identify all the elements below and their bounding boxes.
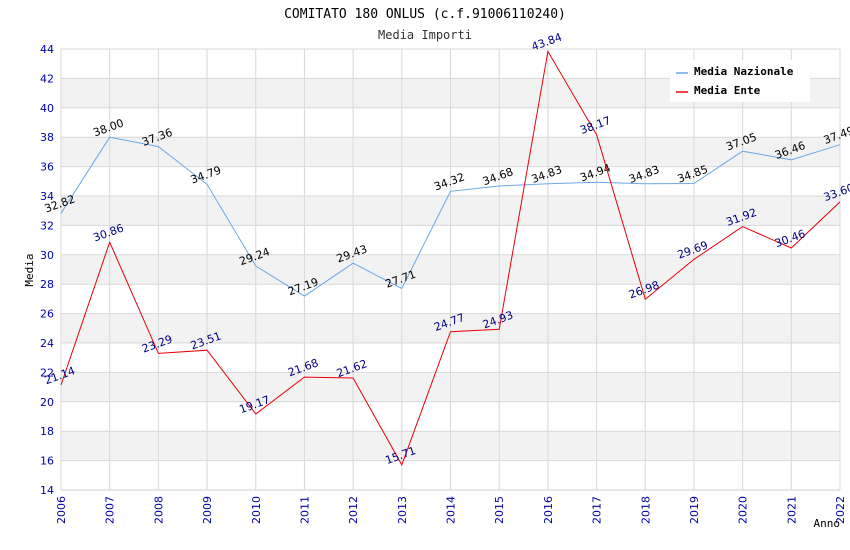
chart-subtitle: Media Importi bbox=[378, 28, 472, 42]
y-tick-label: 34 bbox=[40, 190, 54, 203]
y-tick-label: 42 bbox=[40, 72, 54, 85]
x-tick-label: 2017 bbox=[591, 496, 604, 524]
x-tick-label: 2022 bbox=[834, 496, 847, 524]
legend: Media Nazionale Media Ente bbox=[670, 60, 810, 102]
data-label: 38.00 bbox=[91, 116, 125, 139]
y-tick-label: 14 bbox=[40, 484, 54, 497]
x-tick-label: 2015 bbox=[493, 496, 506, 524]
x-tick-label: 2014 bbox=[445, 496, 458, 524]
y-tick-label: 22 bbox=[40, 366, 54, 379]
y-tick-label: 28 bbox=[40, 278, 54, 291]
y-tick-label: 18 bbox=[40, 425, 54, 438]
series-line-media-ente bbox=[60, 49, 841, 467]
data-label: 43.84 bbox=[530, 31, 564, 54]
y-axis-ticks: 14 16 18 20 22 24 26 28 30 32 34 36 38 40 42 44 bbox=[40, 43, 54, 497]
x-tick-label: 2010 bbox=[250, 496, 263, 524]
y-tick-label: 32 bbox=[40, 219, 54, 232]
x-tick-label: 2011 bbox=[298, 496, 311, 524]
legend-box bbox=[670, 60, 810, 102]
x-tick-label: 2008 bbox=[152, 496, 165, 524]
series-line-media-nazionale bbox=[60, 136, 841, 297]
y-tick-label: 26 bbox=[40, 308, 54, 321]
x-tick-label: 2018 bbox=[639, 496, 652, 524]
legend-label-media-nazionale: Media Nazionale bbox=[694, 65, 794, 78]
x-tick-label: 2009 bbox=[201, 496, 214, 524]
y-tick-label: 16 bbox=[40, 455, 54, 468]
legend-label-media-ente: Media Ente bbox=[694, 84, 761, 97]
x-tick-label: 2019 bbox=[688, 496, 701, 524]
data-label: 34.68 bbox=[481, 165, 515, 188]
x-tick-label: 2021 bbox=[785, 496, 798, 524]
x-axis-ticks: 2006 2007 2008 2009 2010 2011 2012 2013 2014 2015… bbox=[55, 496, 847, 524]
y-axis-title: Media bbox=[23, 253, 36, 286]
x-tick-label: 2007 bbox=[104, 496, 117, 524]
chart-title: COMITATO 180 ONLUS (c.f.91006110240) bbox=[284, 7, 566, 22]
x-axis-title: Anno bbox=[814, 517, 841, 530]
x-tick-label: 2013 bbox=[396, 496, 409, 524]
x-tick-label: 2020 bbox=[737, 496, 750, 524]
y-tick-label: 20 bbox=[40, 396, 54, 409]
y-tick-label: 24 bbox=[40, 337, 54, 350]
y-tick-label: 36 bbox=[40, 161, 54, 174]
x-tick-label: 2016 bbox=[542, 496, 555, 524]
x-tick-label: 2012 bbox=[347, 496, 360, 524]
x-tick-label: 2006 bbox=[55, 496, 68, 524]
y-tick-label: 40 bbox=[40, 102, 54, 115]
y-tick-label: 30 bbox=[40, 249, 54, 262]
data-label: 30.46 bbox=[773, 227, 807, 250]
series-lines bbox=[60, 49, 841, 467]
y-tick-label: 44 bbox=[40, 43, 54, 56]
y-tick-label: 38 bbox=[40, 131, 54, 144]
